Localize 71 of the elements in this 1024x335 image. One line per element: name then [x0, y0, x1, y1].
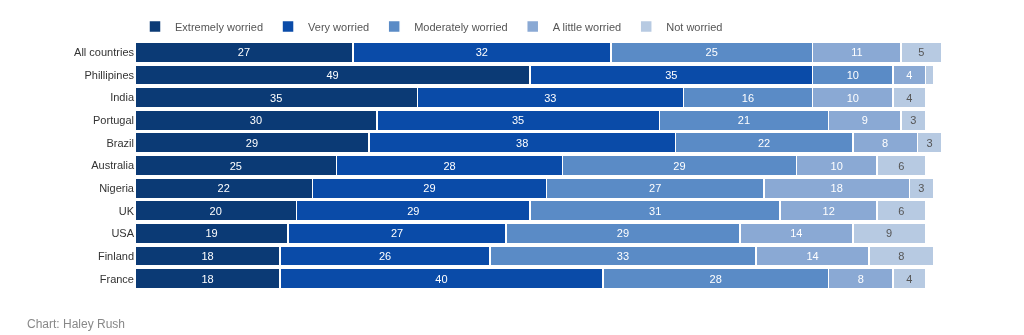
data-label: 30: [249, 114, 263, 127]
data-label: 20: [209, 204, 222, 217]
data-label: 27: [237, 46, 251, 59]
data-label: 32: [475, 46, 488, 59]
data-label: 3: [926, 136, 933, 149]
data-label: 10: [846, 68, 859, 81]
data-label: 16: [741, 91, 755, 104]
data-label: 28: [709, 272, 722, 285]
y-tick-label: USA: [111, 227, 135, 240]
data-label: 25: [229, 159, 242, 172]
data-label: 5: [918, 46, 925, 59]
data-label: 11: [851, 46, 863, 59]
y-tick-label: Australia: [91, 159, 135, 172]
data-label: 18: [201, 250, 214, 263]
data-label: 27: [391, 227, 404, 240]
y-tick-label: Phillipines: [84, 68, 135, 81]
data-label: 14: [790, 227, 803, 240]
data-label: 33: [616, 250, 630, 263]
legend-label: Moderately worried: [414, 20, 508, 33]
data-label: 9: [861, 114, 868, 127]
data-label: 8: [857, 272, 864, 285]
data-label: 19: [205, 227, 218, 240]
y-tick-label: All countries: [74, 46, 135, 59]
data-label: 29: [423, 182, 436, 195]
legend-label: Not worried: [666, 20, 723, 33]
data-label: 3: [910, 114, 917, 127]
data-label: 35: [665, 68, 678, 81]
data-label: 22: [757, 136, 771, 149]
text: Chart: Haley Rush: [27, 317, 126, 331]
data-label: 8: [882, 136, 889, 149]
legend-label: Extremely worried: [175, 20, 264, 33]
legend-label: Very worried: [308, 20, 370, 33]
data-label: 14: [806, 250, 819, 263]
data-label: 8: [898, 250, 905, 263]
data-label: 18: [201, 272, 214, 285]
data-label: 6: [898, 159, 905, 172]
y-tick-label: Nigeria: [99, 181, 135, 194]
data-label: 49: [326, 68, 339, 81]
data-label: 9: [886, 227, 893, 240]
data-label: 10: [830, 159, 843, 172]
legend-label: A little worried: [552, 20, 622, 33]
data-label: 29: [407, 204, 420, 217]
data-label: 33: [544, 91, 557, 104]
data-label: 38: [516, 136, 529, 149]
data-label: 26: [378, 250, 392, 263]
data-label: 29: [616, 227, 630, 240]
data-label: 3: [918, 182, 925, 195]
data-label: 31: [649, 204, 662, 217]
data-label: 40: [435, 272, 448, 285]
data-label: 29: [245, 136, 259, 149]
data-label: 25: [705, 46, 718, 59]
data-label: 4: [906, 91, 913, 104]
data-label: 12: [822, 204, 835, 217]
data-label: 21: [737, 114, 751, 127]
data-label: 6: [898, 204, 905, 217]
y-tick-label: UK: [118, 204, 135, 217]
y-tick-label: Brazil: [106, 136, 134, 149]
y-tick-label: Finland: [97, 249, 134, 262]
y-tick-label: Portugal: [93, 114, 134, 127]
data-label: 35: [511, 114, 525, 127]
y-tick-label: India: [110, 91, 135, 104]
data-label: 10: [846, 91, 859, 104]
data-label: 35: [270, 91, 283, 104]
data-label: 22: [217, 182, 230, 195]
y-tick-label: France: [99, 272, 134, 285]
data-label: 18: [830, 182, 843, 195]
data-label: 4: [906, 68, 913, 81]
data-label: 27: [649, 182, 662, 195]
data-label: 29: [673, 159, 686, 172]
data-label: 4: [906, 272, 913, 285]
data-label: 28: [443, 159, 456, 172]
